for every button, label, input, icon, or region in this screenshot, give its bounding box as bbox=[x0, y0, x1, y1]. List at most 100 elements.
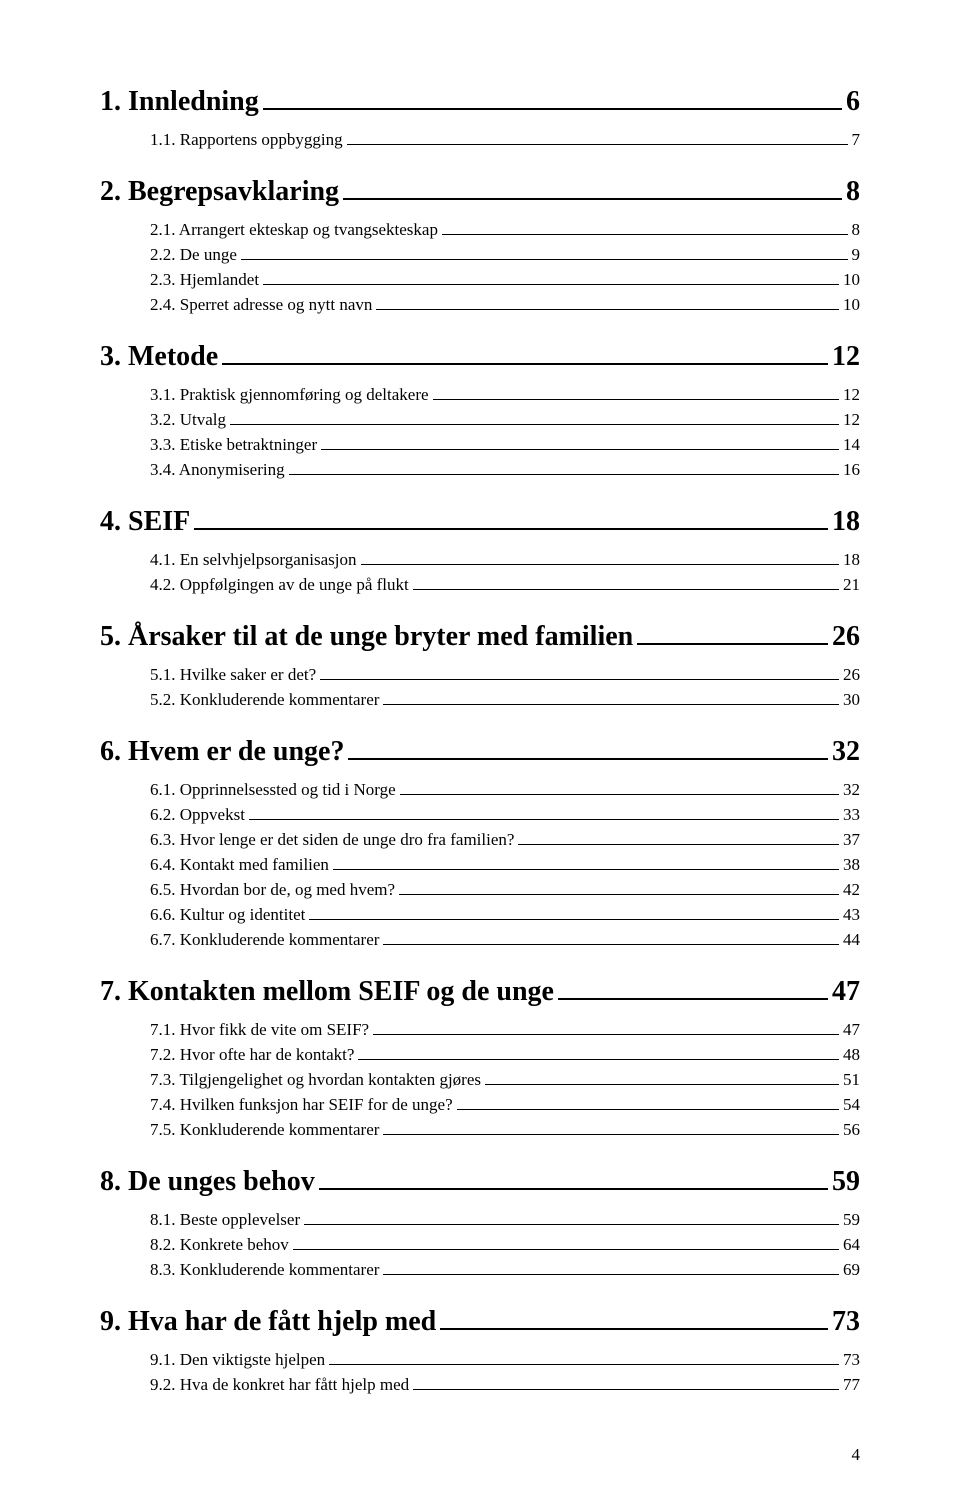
toc-entry-page: 12 bbox=[843, 385, 860, 405]
toc-entry-page: 59 bbox=[832, 1166, 860, 1198]
toc-leader-line bbox=[293, 1233, 839, 1250]
toc-entry-label: 4. SEIF bbox=[100, 506, 190, 538]
toc-entry-level1: 9. Hva har de fått hjelp med73 bbox=[100, 1302, 860, 1338]
toc-entry-page: 14 bbox=[843, 435, 860, 455]
toc-entry-level2: 7.1. Hvor fikk de vite om SEIF?47 bbox=[100, 1018, 860, 1040]
toc-entry-label: 6. Hvem er de unge? bbox=[100, 736, 344, 768]
toc-entry-label: 8.1. Beste opplevelser bbox=[150, 1210, 300, 1230]
toc-entry-page: 26 bbox=[843, 665, 860, 685]
toc-entry-level1: 1. Innledning 6 bbox=[100, 82, 860, 118]
toc-entry-page: 8 bbox=[852, 220, 861, 240]
toc-entry-level2: 6.6. Kultur og identitet43 bbox=[100, 903, 860, 925]
toc-entry-level2: 7.5. Konkluderende kommentarer 56 bbox=[100, 1118, 860, 1140]
toc-entry-label: 8. De unges behov bbox=[100, 1166, 315, 1198]
toc-entry-level2: 7.4. Hvilken funksjon har SEIF for de un… bbox=[100, 1093, 860, 1115]
toc-leader-line bbox=[433, 383, 839, 400]
toc-entry-level2: 6.7. Konkluderende kommentarer 44 bbox=[100, 928, 860, 950]
toc-entry-label: 2.3. Hjemlandet bbox=[150, 270, 259, 290]
toc-entry-level2: 9.1. Den viktigste hjelpen73 bbox=[100, 1348, 860, 1370]
toc-leader-line bbox=[442, 218, 848, 235]
toc-entry-label: 8.3. Konkluderende kommentarer bbox=[150, 1260, 379, 1280]
toc-entry-page: 18 bbox=[832, 506, 860, 538]
toc-leader-line bbox=[230, 408, 839, 425]
toc-entry-level2: 4.2. Oppfølgingen av de unge på flukt21 bbox=[100, 573, 860, 595]
toc-entry-page: 6 bbox=[846, 86, 860, 118]
toc-leader-line bbox=[304, 1208, 839, 1225]
toc-entry-page: 21 bbox=[843, 575, 860, 595]
toc-entry-page: 48 bbox=[843, 1045, 860, 1065]
toc-entry-page: 32 bbox=[832, 736, 860, 768]
toc-entry-level2: 9.2. Hva de konkret har fått hjelp med 77 bbox=[100, 1373, 860, 1395]
toc-entry-label: 6.3. Hvor lenge er det siden de unge dro… bbox=[150, 830, 514, 850]
toc-leader-line bbox=[383, 928, 839, 945]
toc-entry-label: 5.1. Hvilke saker er det? bbox=[150, 665, 316, 685]
toc-entry-page: 10 bbox=[843, 295, 860, 315]
toc-entry-page: 26 bbox=[832, 621, 860, 653]
toc-entry-level2: 3.3. Etiske betraktninger14 bbox=[100, 433, 860, 455]
toc-entry-page: 77 bbox=[843, 1375, 860, 1395]
toc-entry-page: 30 bbox=[843, 690, 860, 710]
toc-entry-label: 3.4. Anonymisering bbox=[150, 460, 285, 480]
toc-entry-level2: 8.3. Konkluderende kommentarer 69 bbox=[100, 1258, 860, 1280]
toc-entry-page: 54 bbox=[843, 1095, 860, 1115]
toc-entry-level2: 6.1. Opprinnelsessted og tid i Norge32 bbox=[100, 778, 860, 800]
toc-entry-label: 7.1. Hvor fikk de vite om SEIF? bbox=[150, 1020, 369, 1040]
toc-entry-label: 4.1. En selvhjelpsorganisasjon bbox=[150, 550, 357, 570]
toc-entry-level2: 6.3. Hvor lenge er det siden de unge dro… bbox=[100, 828, 860, 850]
toc-entry-page: 56 bbox=[843, 1120, 860, 1140]
toc-entry-label: 3.1. Praktisk gjennomføring og deltakere bbox=[150, 385, 429, 405]
toc-leader-line bbox=[241, 243, 848, 260]
toc-entry-level2: 6.4. Kontakt med familien38 bbox=[100, 853, 860, 875]
toc-entry-level2: 8.1. Beste opplevelser 59 bbox=[100, 1208, 860, 1230]
toc-entry-level1: 8. De unges behov 59 bbox=[100, 1162, 860, 1198]
toc-entry-level2: 2.3. Hjemlandet10 bbox=[100, 268, 860, 290]
toc-entry-page: 7 bbox=[852, 130, 861, 150]
toc-entry-level2: 4.1. En selvhjelpsorganisasjon18 bbox=[100, 548, 860, 570]
toc-entry-label: 9.1. Den viktigste hjelpen bbox=[150, 1350, 325, 1370]
toc-entry-level1: 6. Hvem er de unge? 32 bbox=[100, 732, 860, 768]
toc-container: 1. Innledning61.1. Rapportens oppbygging… bbox=[100, 82, 860, 1395]
toc-leader-line bbox=[558, 972, 828, 1000]
toc-leader-line bbox=[348, 732, 828, 760]
toc-entry-label: 8.2. Konkrete behov bbox=[150, 1235, 289, 1255]
toc-entry-label: 7.5. Konkluderende kommentarer bbox=[150, 1120, 379, 1140]
toc-leader-line bbox=[263, 82, 842, 110]
toc-entry-page: 69 bbox=[843, 1260, 860, 1280]
toc-leader-line bbox=[222, 337, 828, 365]
toc-entry-page: 73 bbox=[832, 1306, 860, 1338]
toc-leader-line bbox=[457, 1093, 839, 1110]
toc-leader-line bbox=[376, 293, 839, 310]
toc-entry-page: 44 bbox=[843, 930, 860, 950]
toc-entry-level2: 2.2. De unge9 bbox=[100, 243, 860, 265]
toc-entry-label: 7.3. Tilgjengelighet og hvordan kontakte… bbox=[150, 1070, 481, 1090]
toc-entry-level1: 2. Begrepsavklaring8 bbox=[100, 172, 860, 208]
toc-entry-label: 5. Årsaker til at de unge bryter med fam… bbox=[100, 621, 633, 653]
toc-entry-level2: 5.1. Hvilke saker er det? 26 bbox=[100, 663, 860, 685]
toc-leader-line bbox=[440, 1302, 828, 1330]
toc-entry-page: 59 bbox=[843, 1210, 860, 1230]
toc-entry-level2: 6.5. Hvordan bor de, og med hvem?42 bbox=[100, 878, 860, 900]
toc-leader-line bbox=[400, 778, 839, 795]
toc-entry-label: 7.4. Hvilken funksjon har SEIF for de un… bbox=[150, 1095, 453, 1115]
toc-entry-level2: 8.2. Konkrete behov 64 bbox=[100, 1233, 860, 1255]
toc-leader-line bbox=[413, 573, 839, 590]
toc-entry-level1: 4. SEIF 18 bbox=[100, 502, 860, 538]
toc-entry-level2: 7.2. Hvor ofte har de kontakt?48 bbox=[100, 1043, 860, 1065]
toc-entry-label: 6.2. Oppvekst bbox=[150, 805, 245, 825]
toc-entry-level2: 3.1. Praktisk gjennomføring og deltakere… bbox=[100, 383, 860, 405]
toc-entry-page: 47 bbox=[832, 976, 860, 1008]
toc-entry-level1: 3. Metode12 bbox=[100, 337, 860, 373]
toc-entry-label: 3. Metode bbox=[100, 341, 218, 373]
toc-leader-line bbox=[413, 1373, 839, 1390]
toc-entry-label: 9.2. Hva de konkret har fått hjelp med bbox=[150, 1375, 409, 1395]
toc-leader-line bbox=[333, 853, 839, 870]
toc-entry-label: 7. Kontakten mellom SEIF og de unge bbox=[100, 976, 554, 1008]
toc-entry-page: 33 bbox=[843, 805, 860, 825]
toc-entry-label: 1. Innledning bbox=[100, 86, 259, 118]
toc-leader-line bbox=[309, 903, 839, 920]
toc-entry-label: 6.7. Konkluderende kommentarer bbox=[150, 930, 379, 950]
toc-entry-page: 64 bbox=[843, 1235, 860, 1255]
toc-leader-line bbox=[518, 828, 839, 845]
toc-entry-level1: 7. Kontakten mellom SEIF og de unge 47 bbox=[100, 972, 860, 1008]
toc-leader-line bbox=[373, 1018, 839, 1035]
